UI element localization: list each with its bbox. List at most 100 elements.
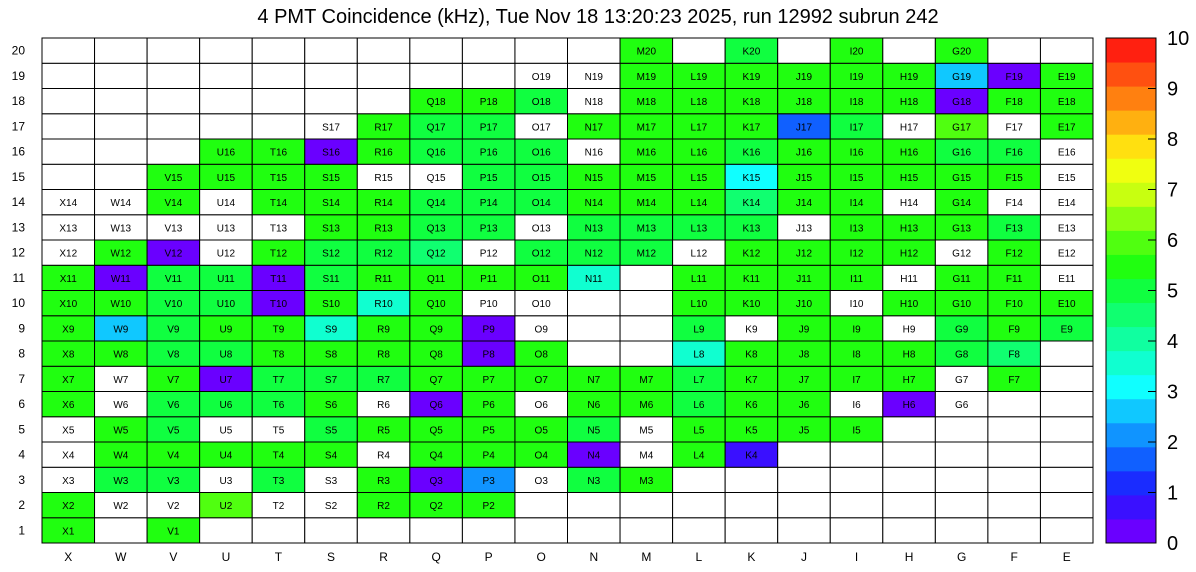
cell-label: M20 [637,47,657,58]
cell-label: J15 [796,173,813,184]
cell-R18 [356,88,411,115]
cell-label: N11 [585,274,603,285]
cell-label: R16 [374,148,393,159]
cell-label: H9 [903,324,916,335]
cell-label: N16 [585,148,604,159]
cell-label: P8 [483,350,496,361]
y-tick-label: 3 [18,473,25,487]
cell-E19 [1039,62,1094,89]
cell-label: S7 [325,375,338,386]
cell-label: X1 [62,526,75,537]
cell-S18 [304,88,358,115]
cell-T13 [251,214,306,241]
cell-label: V5 [167,425,180,436]
cell-U18 [199,88,253,115]
cell-label: F19 [1006,72,1024,83]
cell-label: W10 [111,299,132,310]
cell-label: R12 [374,249,393,260]
cell-W5 [94,416,148,443]
cell-label: Q2 [429,501,443,512]
cell-N5 [567,416,621,443]
cell-F9 [987,315,1041,342]
cell-G5 [934,416,989,443]
cell-label: F7 [1008,375,1020,386]
cell-label: G15 [952,173,971,184]
cell-label: G11 [953,274,972,285]
x-tick-label: F [1011,550,1018,564]
cell-label: X2 [62,501,75,512]
cell-Q20 [409,37,463,64]
cell-F20 [987,37,1041,64]
cell-label: F15 [1006,173,1024,184]
cell-H16 [882,138,936,165]
colorbar-tick-label: 8 [1167,129,1178,151]
cell-X19 [41,62,96,89]
cell-Q1 [409,517,463,544]
cell-label: U13 [217,223,236,234]
cell-label: I8 [852,350,861,361]
cell-U9 [199,315,253,342]
cell-label: F8 [1008,350,1020,361]
cell-label: H6 [903,400,916,411]
cell-label: L15 [691,173,708,184]
cell-Q8 [409,340,463,367]
cell-label: S9 [325,324,338,335]
cell-W13 [94,214,148,241]
cell-label: J6 [799,400,810,411]
cell-label: W6 [113,400,128,411]
cell-P5 [461,416,516,443]
cell-F14 [987,189,1041,216]
cell-K15 [724,163,779,190]
cell-U17 [199,113,253,140]
cell-T18 [251,88,306,115]
cell-K11 [724,264,779,291]
cell-label: X7 [62,375,75,386]
cell-X20 [41,37,96,64]
colorbar-tick-label: 9 [1167,79,1178,101]
cell-S2 [304,492,358,519]
cell-label: V1 [167,526,180,537]
cell-label: H11 [900,274,918,285]
cell-F13 [987,214,1041,241]
cell-H20 [882,37,936,64]
cell-label: U8 [220,350,233,361]
cell-label: R9 [377,324,390,335]
cell-label: X6 [62,400,75,411]
cell-label: I12 [850,249,864,260]
cell-label: P17 [480,122,498,133]
cell-J6 [777,391,831,418]
cell-label: S11 [322,274,339,285]
cell-label: S8 [325,350,338,361]
cell-label: O10 [532,299,551,310]
cell-S13 [304,214,358,241]
cell-L2 [672,492,726,519]
y-tick-label: 17 [12,119,26,133]
cell-label: F11 [1006,274,1023,285]
cell-U4 [199,441,253,468]
cell-S20 [304,37,358,64]
cell-label: T14 [270,198,288,209]
cell-label: G13 [952,223,971,234]
cell-label: P7 [483,375,496,386]
cell-M17 [619,113,674,140]
cell-label: O9 [535,324,549,335]
cell-O4 [514,441,569,468]
cell-R20 [356,37,411,64]
cell-X3 [41,466,96,493]
cell-I5 [829,416,884,443]
x-tick-label: J [801,550,807,564]
cell-M7 [619,365,674,392]
cell-label: K16 [743,148,761,159]
cell-label: T2 [273,501,285,512]
cell-H1 [882,517,936,544]
cell-label: P15 [480,173,498,184]
cell-label: T3 [273,476,285,487]
cell-label: K11 [743,274,760,285]
cell-label: M18 [637,97,657,108]
cell-label: I5 [852,425,861,436]
cell-P8 [461,340,516,367]
cell-S11 [304,264,358,291]
cell-O13 [514,214,569,241]
colorbar-segment [1106,134,1156,159]
cell-K2 [724,492,779,519]
